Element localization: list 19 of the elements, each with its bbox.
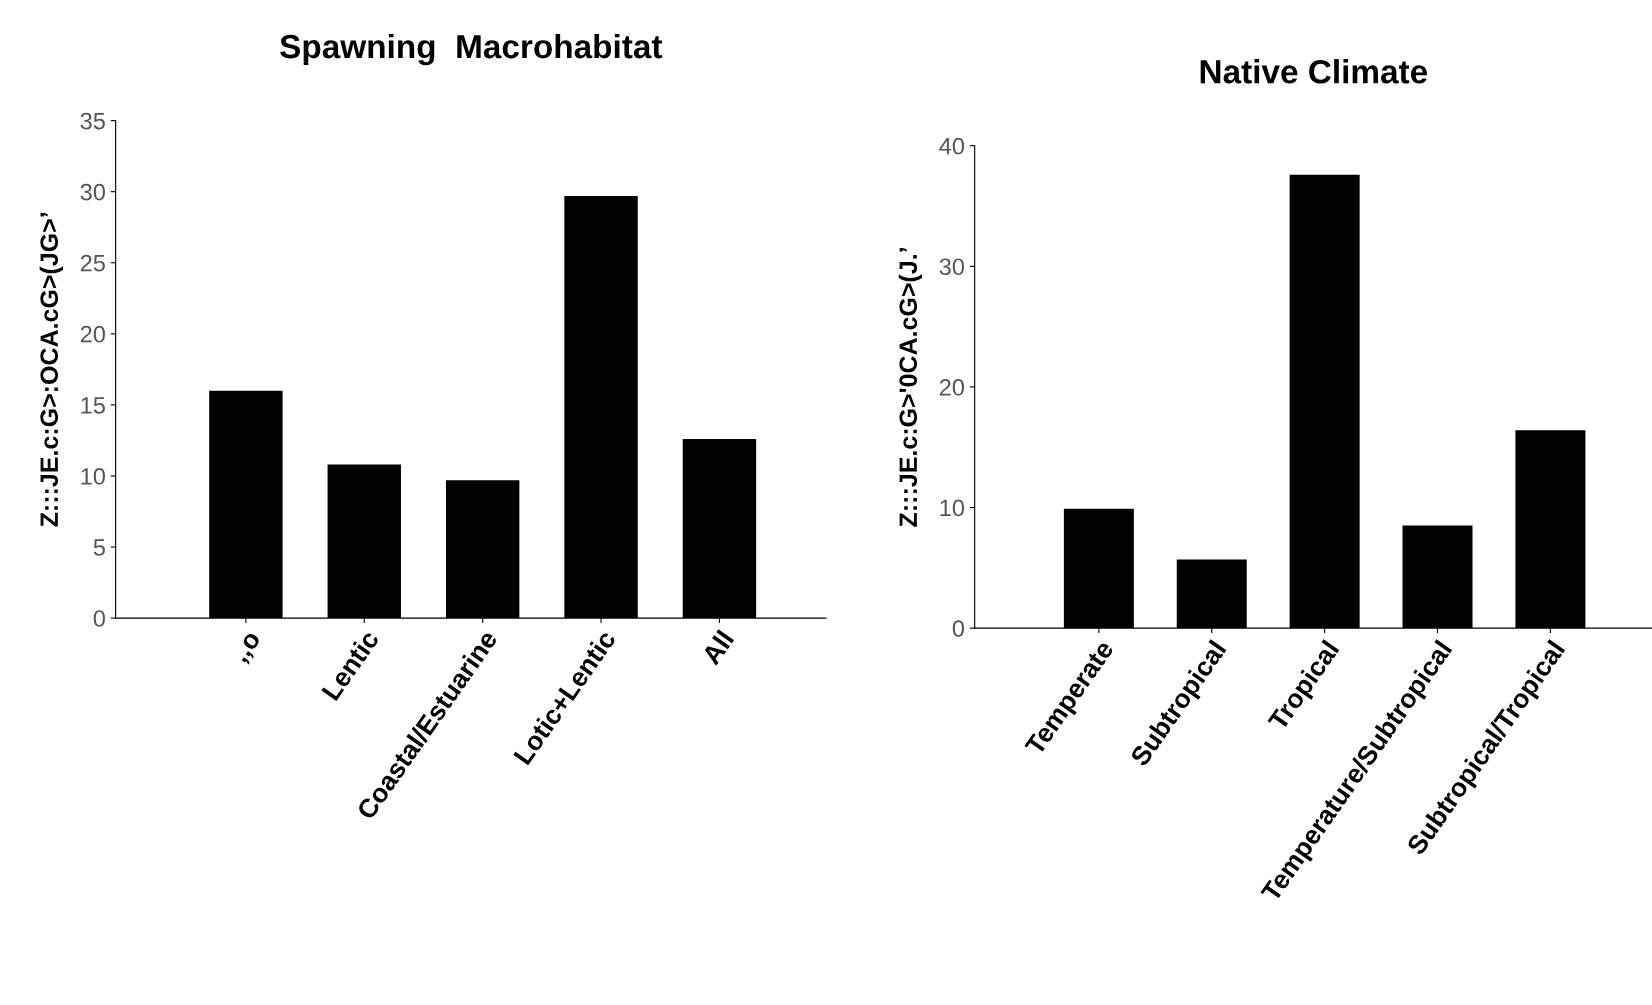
y-axis-title: Z:::JE.c:G>'0CA.cG>(J.’ (898, 248, 923, 527)
y-tick-label: 20 (80, 325, 105, 343)
chart-title: Spawning Macrohabitat (280, 33, 663, 66)
y-tick-label: 5 (93, 539, 105, 556)
y-axis-title: Z:::JE.c:G>:OCA.cG>(JG>’ (39, 213, 63, 527)
y-tick-label: 0 (93, 610, 105, 627)
y-tick-label: 15 (81, 397, 105, 414)
y-tick-label: 10 (940, 499, 965, 517)
x-tick-label: ,,o (233, 631, 265, 665)
y-tick-label: 30 (80, 183, 105, 201)
y-tick-label: 40 (939, 137, 965, 155)
y-tick-label: 30 (939, 258, 965, 276)
x-tick-label: All (700, 629, 735, 666)
y-tick-label: 25 (80, 254, 105, 272)
y-tick-label: 10 (81, 468, 105, 485)
y-tick-label: 20 (939, 378, 965, 396)
y-tick-label: 35 (80, 112, 105, 130)
y-tick-label: 0 (952, 620, 965, 637)
chart-title: Native Climate (1200, 59, 1428, 84)
